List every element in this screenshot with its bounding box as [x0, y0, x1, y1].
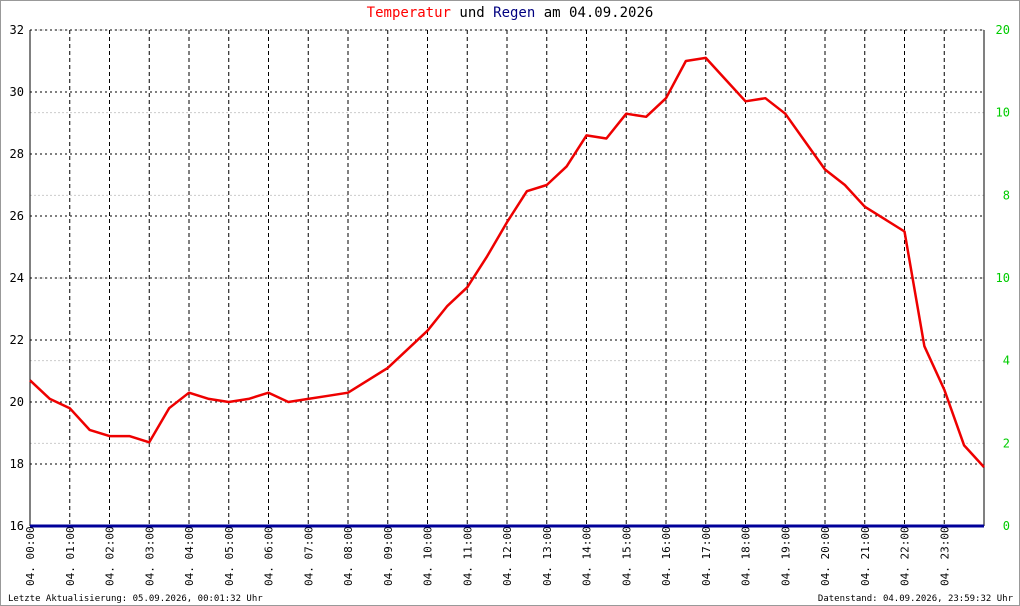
chart-title: Temperatur und Regen am 04.09.2026 — [367, 5, 654, 21]
y-tick-label: 28 — [10, 147, 24, 161]
y-tick-label: 16 — [10, 519, 24, 533]
x-tick-label: 04. 06:00 — [263, 526, 276, 586]
x-tick-label: 04. 13:00 — [541, 526, 554, 586]
title-part: am 04.09.2026 — [544, 5, 654, 21]
y-tick-label: 30 — [10, 85, 24, 99]
temperature-line — [29, 56, 985, 468]
y-tick-label: 24 — [10, 271, 24, 285]
x-tick-label: 04. 04:00 — [183, 526, 196, 586]
x-tick-label: 04. 20:00 — [819, 526, 832, 586]
x-tick-label: 04. 14:00 — [581, 526, 594, 586]
x-tick-label: 04. 16:00 — [660, 526, 673, 586]
x-tick-label: 04. 08:00 — [342, 526, 355, 586]
y-tick-label: 20 — [10, 395, 24, 409]
x-tick-label: 04. 07:00 — [302, 526, 315, 586]
x-tick-label: 04. 02:00 — [104, 526, 117, 586]
x-tick-label: 04. 23:00 — [938, 526, 951, 586]
x-tick-label: 04. 21:00 — [859, 526, 872, 586]
x-tick-label: 04. 10:00 — [422, 526, 435, 586]
y2-tick-label: 2 — [1003, 436, 1010, 450]
footer-left: Letzte Aktualisierung: 05.09.2026, 00:01… — [8, 594, 263, 604]
x-tick-label: 04. 19:00 — [779, 526, 792, 586]
x-tick-label: 04. 18:00 — [740, 526, 753, 586]
y2-tick-label: 10 — [996, 106, 1010, 120]
x-tick-label: 04. 01:00 — [64, 526, 77, 586]
x-tick-label: 04. 17:00 — [700, 526, 713, 586]
title-part: und — [459, 5, 484, 21]
title-part: Temperatur — [367, 5, 451, 21]
x-tick-label: 04. 12:00 — [501, 526, 514, 586]
x-tick-label: 04. 09:00 — [382, 526, 395, 586]
x-tick-label: 04. 00:00 — [24, 526, 37, 586]
y2-tick-label: 20 — [996, 23, 1010, 37]
x-tick-label: 04. 22:00 — [899, 526, 912, 586]
title-part: Regen — [493, 5, 535, 21]
y2-tick-label: 8 — [1003, 188, 1010, 202]
footer-right: Datenstand: 04.09.2026, 23:59:32 Uhr — [818, 594, 1014, 604]
x-tick-label: 04. 05:00 — [223, 526, 236, 586]
y2-tick-label: 0 — [1003, 519, 1010, 533]
y-tick-label: 26 — [10, 209, 24, 223]
y-tick-label: 32 — [10, 23, 24, 37]
y2-tick-label: 10 — [996, 271, 1010, 285]
y-tick-label: 18 — [10, 457, 24, 471]
x-tick-label: 04. 03:00 — [143, 526, 156, 586]
y2-tick-label: 4 — [1003, 354, 1010, 368]
y-tick-label: 22 — [10, 333, 24, 347]
x-tick-label: 04. 15:00 — [620, 526, 633, 586]
x-tick-label: 04. 11:00 — [461, 526, 474, 586]
